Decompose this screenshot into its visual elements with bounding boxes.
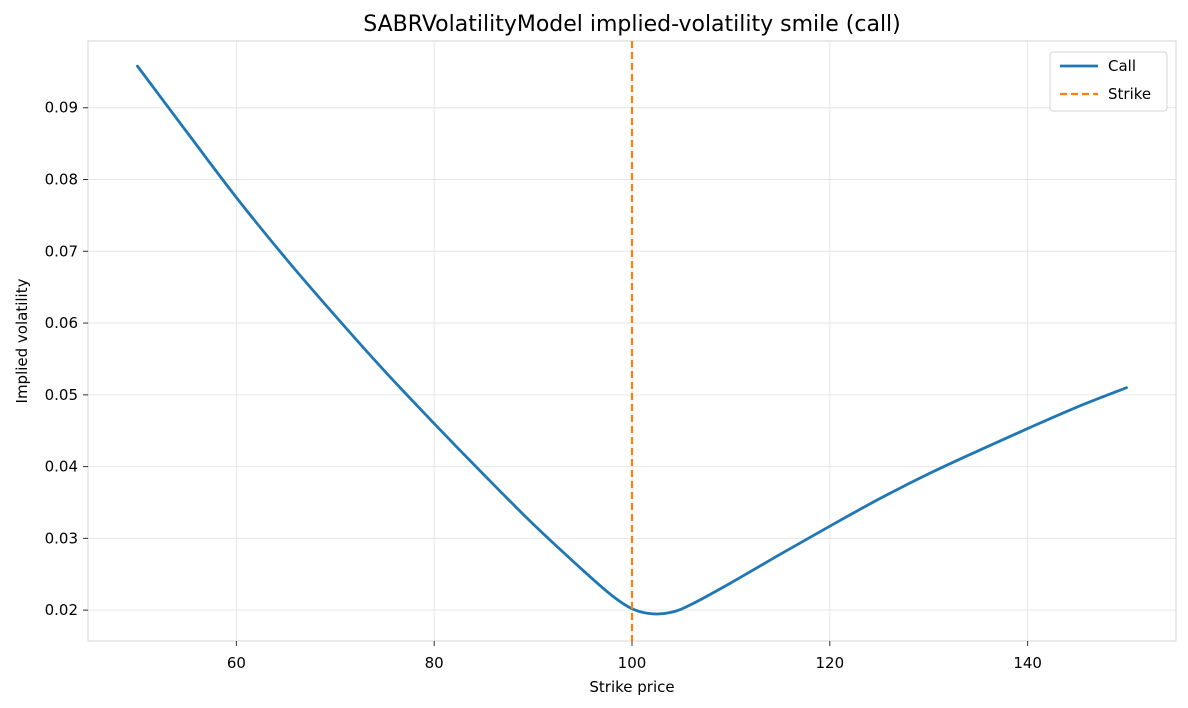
x-tick-label: 140 xyxy=(1013,654,1042,672)
x-tick-label: 100 xyxy=(618,654,647,672)
x-tick-label: 120 xyxy=(815,654,844,672)
y-tick-label: 0.03 xyxy=(45,529,78,547)
legend: Call Strike xyxy=(1049,51,1168,112)
y-tick-label: 0.05 xyxy=(45,386,78,404)
y-tick-label: 0.08 xyxy=(45,171,78,189)
y-tick-label: 0.04 xyxy=(45,458,78,476)
x-tick-label: 60 xyxy=(227,654,246,672)
y-axis-label: Implied volatility xyxy=(13,278,31,403)
chart-title: SABRVolatilityModel implied-volatility s… xyxy=(363,12,901,37)
y-tick-label: 0.06 xyxy=(45,314,78,332)
x-tick-label: 80 xyxy=(425,654,444,672)
y-axis-ticks: 0.02 0.03 0.04 0.05 0.06 0.07 0.08 0.09 xyxy=(45,99,88,619)
x-axis-label: Strike price xyxy=(589,678,674,696)
y-tick-label: 0.02 xyxy=(45,601,78,619)
y-tick-label: 0.07 xyxy=(45,242,78,260)
legend-label: Call xyxy=(1108,57,1136,75)
y-tick-label: 0.09 xyxy=(45,99,78,117)
x-axis-ticks: 60 80 100 120 140 xyxy=(227,641,1042,672)
series-layer xyxy=(136,41,1128,641)
legend-label: Strike xyxy=(1108,85,1151,103)
